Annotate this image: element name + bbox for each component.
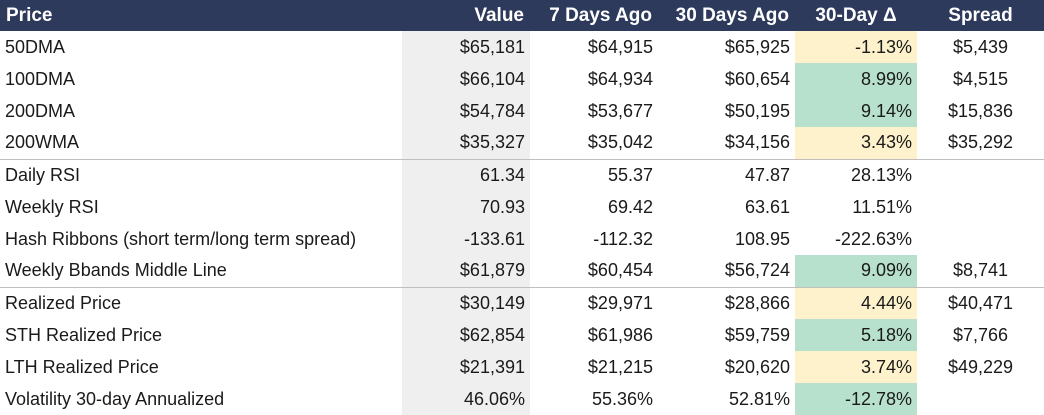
row-name: Daily RSI: [0, 158, 402, 191]
row-name: Hash Ribbons (short term/long term sprea…: [5, 228, 357, 249]
cell-value: 61.34: [402, 158, 530, 191]
cell-spread: [917, 383, 1044, 415]
cell-30-days-ago: $20,620: [724, 356, 790, 377]
table-row: STH Realized Price $62,854 $61,986 $59,7…: [0, 319, 1044, 351]
cell-value: $62,854: [402, 319, 530, 351]
cell-30-days-ago: 108.95: [734, 228, 790, 249]
cell-value: 70.93: [402, 191, 530, 223]
table-row: 50DMA $65,181 $64,915 $65,925 -1.13% $5,…: [0, 31, 1044, 63]
cell-spread: $15,836: [947, 100, 1014, 121]
row-name: 200DMA: [5, 100, 76, 121]
table-row: 200WMA $35,327 $35,042 $34,156 3.43% $35…: [0, 127, 1044, 159]
table-row: LTH Realized Price $21,391 $21,215 $20,6…: [0, 351, 1044, 383]
cell-30-days-ago: $28,866: [658, 286, 795, 319]
cell-value: 46.06%: [402, 383, 530, 415]
cell-value: $65,181: [402, 31, 530, 63]
cell-30-day-delta: 3.43%: [795, 127, 917, 159]
cell-30-day-delta: -12.78%: [795, 383, 917, 415]
cell-7-days-ago: 55.36%: [591, 388, 653, 409]
cell-7-days-ago: $60,454: [587, 260, 653, 281]
cell-spread: [917, 191, 1044, 223]
cell-spread: [917, 223, 1044, 255]
cell-spread: $8,741: [952, 260, 1009, 281]
cell-spread: $4,515: [952, 68, 1009, 89]
cell-value: $54,784: [402, 95, 530, 127]
cell-30-day-delta: 28.13%: [795, 158, 917, 191]
cell-30-day-delta: 9.14%: [795, 95, 917, 127]
cell-30-day-delta: 9.09%: [795, 255, 917, 287]
row-name: Weekly Bbands Middle Line: [5, 260, 227, 281]
cell-30-day-delta: 11.51%: [852, 196, 912, 217]
cell-7-days-ago: $64,934: [587, 68, 653, 89]
cell-30-day-delta: 5.18%: [795, 319, 917, 351]
header-row: Price Value 7 Days Ago 30 Days Ago 30-Da…: [0, 0, 1044, 31]
cell-7-days-ago: -112.32: [593, 228, 653, 249]
table-row: Hash Ribbons (short term/long term sprea…: [0, 223, 1044, 255]
cell-7-days-ago: $35,042: [587, 132, 653, 153]
header-7-days-ago: 7 Days Ago: [549, 4, 652, 26]
cell-spread: $35,292: [947, 132, 1014, 153]
header-spread: Spread: [948, 4, 1013, 26]
table-row: 100DMA $66,104 $64,934 $60,654 8.99% $4,…: [0, 63, 1044, 95]
cell-30-days-ago: $34,156: [724, 132, 790, 153]
table-row: 200DMA $54,784 $53,677 $50,195 9.14% $15…: [0, 95, 1044, 127]
cell-value: $21,391: [402, 351, 530, 383]
header-value: Value: [474, 4, 524, 26]
table-row: Daily RSI 61.34 55.37 47.87 28.13%: [0, 158, 1044, 191]
row-name: 200WMA: [5, 132, 80, 153]
cell-spread: $5,439: [952, 36, 1009, 57]
cell-30-days-ago: 47.87: [658, 158, 795, 191]
cell-spread: [917, 158, 1044, 191]
table-row: Realized Price $30,149 $29,971 $28,866 4…: [0, 286, 1044, 319]
cell-spread: $7,766: [952, 324, 1009, 345]
cell-spread: $49,229: [947, 356, 1014, 377]
row-name: LTH Realized Price: [5, 356, 159, 377]
cell-value: $35,327: [402, 127, 530, 159]
cell-7-days-ago: 69.42: [607, 196, 653, 217]
cell-7-days-ago: 55.37: [530, 158, 658, 191]
row-name: STH Realized Price: [5, 324, 163, 345]
row-name: Realized Price: [0, 286, 402, 319]
cell-30-day-delta: 8.99%: [795, 63, 917, 95]
row-name: Weekly RSI: [5, 196, 99, 217]
cell-30-day-delta: 4.44%: [795, 286, 917, 319]
cell-30-days-ago: 52.81%: [728, 388, 790, 409]
cell-30-days-ago: $50,195: [724, 100, 790, 121]
cell-30-days-ago: $56,724: [724, 260, 790, 281]
cell-7-days-ago: $29,971: [530, 286, 658, 319]
row-name: 100DMA: [5, 68, 76, 89]
cell-7-days-ago: $53,677: [587, 100, 653, 121]
header-price: Price: [6, 4, 53, 26]
cell-30-days-ago: $59,759: [724, 324, 790, 345]
header-30-day-delta: 30-Day Δ: [815, 4, 897, 26]
header-30-days-ago: 30 Days Ago: [675, 4, 789, 26]
cell-7-days-ago: $61,986: [587, 324, 653, 345]
cell-7-days-ago: $21,215: [587, 356, 653, 377]
cell-30-day-delta: -222.63%: [834, 228, 912, 249]
table-row: Volatility 30-day Annualized 46.06% 55.3…: [0, 383, 1044, 415]
cell-30-days-ago: $60,654: [724, 68, 790, 89]
cell-value: -133.61: [402, 223, 530, 255]
cell-value: $61,879: [402, 255, 530, 287]
row-name: Volatility 30-day Annualized: [5, 388, 225, 409]
cell-spread: $40,471: [917, 286, 1044, 319]
cell-value: $30,149: [402, 286, 530, 319]
cell-value: $66,104: [402, 63, 530, 95]
cell-30-day-delta: -1.13%: [795, 31, 917, 63]
cell-30-day-delta: 3.74%: [795, 351, 917, 383]
cell-30-days-ago: 63.61: [744, 196, 790, 217]
cell-30-days-ago: $65,925: [724, 36, 790, 57]
table-row: Weekly Bbands Middle Line $61,879 $60,45…: [0, 255, 1044, 287]
row-name: 50DMA: [5, 36, 66, 57]
table-row: Weekly RSI 70.93 69.42 63.61 11.51%: [0, 191, 1044, 223]
cell-7-days-ago: $64,915: [587, 36, 653, 57]
